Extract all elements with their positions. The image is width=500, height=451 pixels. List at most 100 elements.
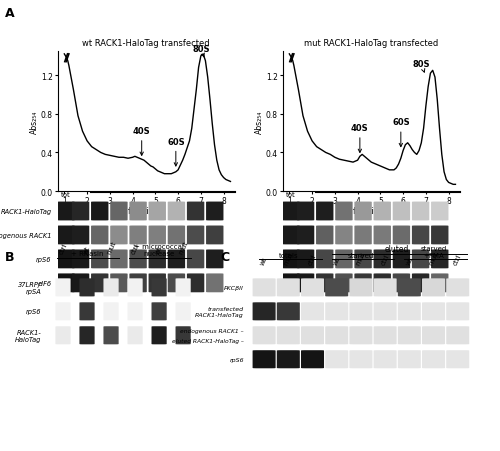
FancyBboxPatch shape (301, 350, 324, 368)
Text: starved
+PMA: starved +PMA (420, 245, 446, 258)
FancyBboxPatch shape (350, 303, 372, 321)
FancyBboxPatch shape (412, 202, 430, 221)
FancyBboxPatch shape (56, 303, 70, 321)
FancyBboxPatch shape (297, 202, 314, 221)
FancyBboxPatch shape (446, 350, 469, 368)
FancyBboxPatch shape (128, 327, 142, 345)
FancyBboxPatch shape (301, 303, 324, 321)
Text: ctrl: ctrl (58, 242, 68, 255)
FancyBboxPatch shape (206, 250, 224, 269)
FancyBboxPatch shape (104, 303, 118, 321)
FancyBboxPatch shape (335, 226, 352, 245)
FancyBboxPatch shape (80, 327, 94, 345)
Text: 60S: 60S (167, 138, 184, 166)
Text: 60S: 60S (392, 118, 409, 147)
FancyBboxPatch shape (354, 274, 372, 293)
FancyBboxPatch shape (374, 279, 396, 297)
FancyBboxPatch shape (431, 226, 448, 245)
FancyBboxPatch shape (72, 226, 90, 245)
Text: ctrl: ctrl (380, 253, 390, 266)
Text: transfected
RACK1-HaloTag: transfected RACK1-HaloTag (195, 306, 244, 317)
FancyBboxPatch shape (148, 250, 166, 269)
FancyBboxPatch shape (301, 327, 324, 345)
Text: + micrococcal
nuclease: + micrococcal nuclease (134, 244, 184, 257)
Text: 80S: 80S (192, 45, 210, 58)
Text: 40S: 40S (133, 127, 150, 156)
FancyBboxPatch shape (412, 274, 430, 293)
Text: endogenous RACK1: endogenous RACK1 (0, 232, 52, 239)
FancyBboxPatch shape (58, 226, 74, 245)
FancyBboxPatch shape (282, 226, 300, 245)
FancyBboxPatch shape (91, 274, 108, 293)
FancyBboxPatch shape (446, 327, 469, 345)
FancyBboxPatch shape (91, 202, 108, 221)
FancyBboxPatch shape (252, 327, 276, 345)
FancyBboxPatch shape (350, 327, 372, 345)
FancyBboxPatch shape (80, 279, 94, 297)
FancyBboxPatch shape (206, 274, 224, 293)
FancyBboxPatch shape (398, 350, 421, 368)
FancyBboxPatch shape (148, 202, 166, 221)
FancyBboxPatch shape (431, 274, 448, 293)
FancyBboxPatch shape (316, 274, 334, 293)
Text: mut: mut (106, 239, 117, 255)
FancyBboxPatch shape (392, 250, 410, 269)
FancyBboxPatch shape (325, 279, 348, 297)
FancyBboxPatch shape (58, 274, 74, 293)
Text: wt: wt (260, 256, 268, 266)
FancyBboxPatch shape (168, 274, 185, 293)
FancyBboxPatch shape (187, 226, 204, 245)
FancyBboxPatch shape (277, 303, 300, 321)
FancyBboxPatch shape (128, 279, 142, 297)
Text: eluted: eluted (385, 245, 409, 254)
FancyBboxPatch shape (431, 202, 448, 221)
Text: rpS6: rpS6 (36, 256, 52, 262)
FancyBboxPatch shape (72, 202, 90, 221)
FancyBboxPatch shape (110, 226, 128, 245)
FancyBboxPatch shape (152, 327, 166, 345)
FancyBboxPatch shape (412, 250, 430, 269)
FancyBboxPatch shape (168, 226, 185, 245)
FancyBboxPatch shape (58, 250, 74, 269)
FancyBboxPatch shape (206, 226, 224, 245)
FancyBboxPatch shape (282, 250, 300, 269)
FancyBboxPatch shape (277, 279, 300, 297)
Text: mut: mut (355, 251, 366, 266)
FancyBboxPatch shape (422, 327, 445, 345)
FancyBboxPatch shape (282, 274, 300, 293)
FancyBboxPatch shape (104, 327, 118, 345)
FancyBboxPatch shape (206, 202, 224, 221)
Text: 80S: 80S (412, 60, 430, 73)
FancyBboxPatch shape (354, 250, 372, 269)
Text: endogenous RACK1 –: endogenous RACK1 – (180, 328, 244, 333)
Text: A: A (5, 7, 15, 20)
Text: ctrl: ctrl (308, 253, 318, 266)
FancyBboxPatch shape (110, 250, 128, 269)
Title: mut RACK1-HaloTag transfected: mut RACK1-HaloTag transfected (304, 39, 438, 48)
FancyBboxPatch shape (374, 274, 391, 293)
FancyBboxPatch shape (431, 250, 448, 269)
FancyBboxPatch shape (325, 303, 348, 321)
FancyBboxPatch shape (335, 202, 352, 221)
FancyBboxPatch shape (325, 350, 348, 368)
Text: rpS6: rpS6 (26, 308, 42, 315)
FancyBboxPatch shape (80, 303, 94, 321)
Text: wt: wt (332, 256, 341, 266)
Y-axis label: Abs₂₅₄: Abs₂₅₄ (255, 110, 264, 133)
FancyBboxPatch shape (392, 274, 410, 293)
Text: RACK1-HaloTag: RACK1-HaloTag (0, 208, 52, 215)
FancyBboxPatch shape (374, 303, 396, 321)
Text: ctrl: ctrl (452, 253, 463, 266)
FancyBboxPatch shape (374, 250, 391, 269)
Title: wt RACK1-HaloTag transfected: wt RACK1-HaloTag transfected (82, 39, 210, 48)
X-axis label: fractions: fractions (353, 207, 390, 216)
Text: B: B (5, 250, 15, 263)
Text: mut: mut (282, 251, 294, 266)
FancyBboxPatch shape (152, 303, 166, 321)
FancyBboxPatch shape (422, 303, 445, 321)
FancyBboxPatch shape (354, 226, 372, 245)
FancyBboxPatch shape (152, 279, 166, 297)
FancyBboxPatch shape (297, 274, 314, 293)
FancyBboxPatch shape (252, 279, 276, 297)
Text: tot: tot (61, 191, 71, 197)
